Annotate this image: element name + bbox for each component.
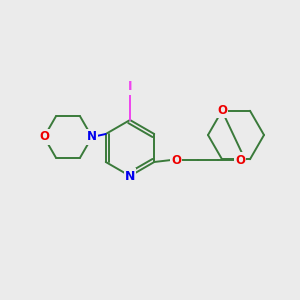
Text: O: O: [171, 154, 181, 166]
Text: O: O: [235, 154, 245, 166]
Text: I: I: [128, 80, 132, 94]
Text: N: N: [125, 169, 135, 182]
Text: N: N: [87, 130, 97, 143]
Text: O: O: [217, 104, 227, 117]
Text: O: O: [39, 130, 49, 143]
